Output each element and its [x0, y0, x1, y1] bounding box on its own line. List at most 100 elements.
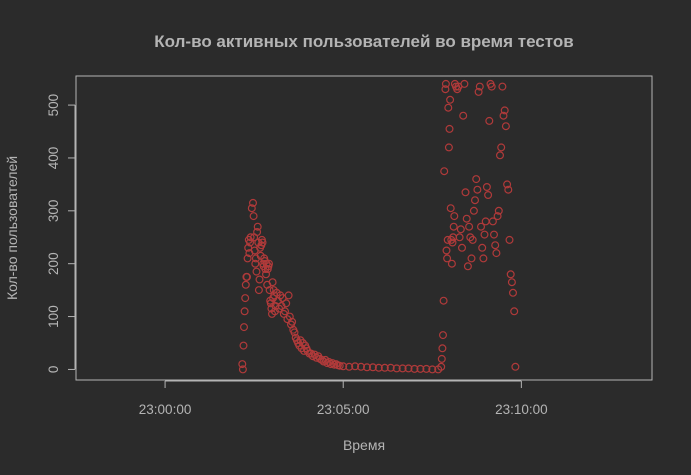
data-point [459, 111, 468, 120]
data-point [504, 185, 513, 194]
data-point [469, 206, 478, 215]
data-point [439, 331, 448, 340]
data-point [240, 307, 249, 316]
data-point [253, 222, 262, 231]
x-axis-label: Время [343, 437, 385, 453]
data-point [509, 288, 518, 297]
data-point [410, 364, 419, 373]
data-point [258, 238, 267, 247]
data-points [238, 79, 520, 374]
data-point [450, 212, 459, 221]
data-point [312, 353, 321, 362]
data-point [456, 225, 465, 234]
data-point [444, 143, 453, 152]
data-point [270, 291, 279, 300]
data-point [404, 364, 413, 373]
data-point [380, 363, 389, 372]
data-point [503, 180, 512, 189]
data-point [308, 352, 317, 361]
y-tick-label: 400 [46, 147, 61, 170]
data-point [240, 323, 249, 332]
data-point [475, 82, 484, 91]
data-point [416, 364, 425, 373]
data-point [438, 344, 447, 353]
data-point [447, 259, 456, 268]
data-point [491, 241, 500, 250]
data-point [500, 106, 509, 115]
data-point [422, 364, 431, 373]
data-point [265, 286, 274, 295]
data-point [368, 363, 377, 372]
data-point [460, 79, 469, 88]
data-point [467, 254, 476, 263]
data-point [428, 365, 437, 374]
data-point [319, 357, 328, 366]
data-point [510, 307, 519, 316]
data-point [281, 307, 290, 316]
y-tick-label: 100 [46, 305, 61, 328]
data-point [466, 233, 475, 242]
data-point [335, 361, 344, 370]
data-point [238, 360, 247, 369]
data-point [446, 95, 455, 104]
data-point [496, 151, 505, 160]
data-point [488, 217, 497, 226]
data-point [249, 198, 258, 207]
y-axis-label: Кол-во пользователей [4, 156, 20, 300]
data-point [443, 254, 452, 263]
data-point [494, 206, 503, 215]
data-point [323, 359, 332, 368]
data-point [241, 280, 250, 289]
data-point [471, 196, 480, 205]
x-axis: 23:00:00 23:05:00 23:10:00 [139, 380, 548, 417]
data-point [298, 339, 307, 348]
data-point [290, 328, 299, 337]
data-point [446, 204, 455, 213]
data-point [498, 82, 507, 91]
data-point [437, 354, 446, 363]
data-point [284, 291, 293, 300]
data-point [472, 175, 481, 184]
data-point [243, 254, 252, 263]
data-point [444, 103, 453, 112]
data-point [497, 143, 506, 152]
data-point [482, 183, 491, 192]
data-point [332, 360, 341, 369]
data-point [477, 222, 486, 231]
data-point [392, 364, 401, 373]
data-point [440, 167, 449, 176]
data-point [484, 191, 493, 200]
data-point [445, 124, 454, 133]
data-point [507, 278, 516, 287]
data-point [458, 243, 467, 252]
data-point [501, 122, 510, 131]
data-point [490, 230, 499, 239]
data-point [244, 243, 253, 252]
data-point [479, 254, 488, 263]
data-point [328, 359, 337, 368]
data-point [461, 188, 470, 197]
data-point [247, 204, 256, 213]
data-point [511, 362, 520, 371]
data-point [345, 362, 354, 371]
data-point [493, 212, 502, 221]
y-tick-label: 500 [46, 94, 61, 117]
data-point [455, 233, 464, 242]
data-point [243, 272, 252, 281]
data-point [238, 365, 247, 374]
data-point [439, 296, 448, 305]
data-point [252, 267, 261, 276]
data-point [241, 294, 250, 303]
data-point [254, 286, 263, 295]
data-point [468, 235, 477, 244]
data-point [485, 116, 494, 125]
data-point [386, 363, 395, 372]
data-point [499, 111, 508, 120]
data-point [255, 275, 264, 284]
data-point [285, 312, 294, 321]
plot-frame [75, 75, 653, 381]
data-point [492, 249, 501, 258]
data-point [363, 363, 372, 372]
data-point [442, 246, 451, 255]
